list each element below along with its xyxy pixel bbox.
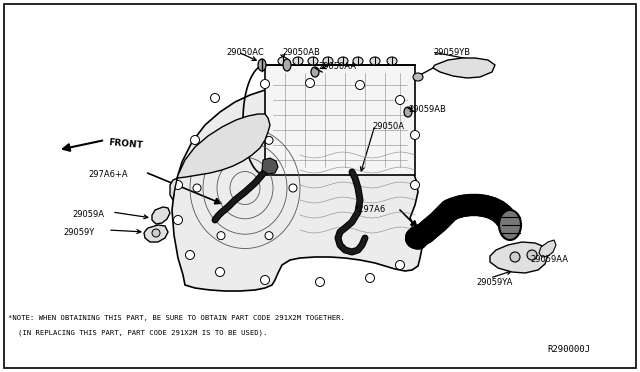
Ellipse shape bbox=[510, 252, 520, 262]
Ellipse shape bbox=[260, 80, 269, 89]
Text: 29050AA: 29050AA bbox=[318, 62, 356, 71]
Ellipse shape bbox=[293, 57, 303, 65]
Text: FRONT: FRONT bbox=[108, 138, 143, 150]
Ellipse shape bbox=[410, 131, 419, 140]
Ellipse shape bbox=[365, 273, 374, 282]
Ellipse shape bbox=[260, 276, 269, 285]
Ellipse shape bbox=[338, 57, 348, 65]
Text: 29050AB: 29050AB bbox=[282, 48, 320, 57]
Text: 29059YA: 29059YA bbox=[476, 278, 513, 287]
Ellipse shape bbox=[316, 278, 324, 286]
Ellipse shape bbox=[311, 67, 319, 77]
Ellipse shape bbox=[191, 135, 200, 144]
Text: 297A6+A: 297A6+A bbox=[88, 170, 127, 179]
Polygon shape bbox=[265, 65, 415, 175]
Polygon shape bbox=[172, 84, 422, 291]
Polygon shape bbox=[539, 240, 556, 257]
Ellipse shape bbox=[152, 229, 160, 237]
Text: 29059A: 29059A bbox=[72, 210, 104, 219]
Text: 29050AC: 29050AC bbox=[226, 48, 264, 57]
Text: 29059YB: 29059YB bbox=[433, 48, 470, 57]
Text: R290000J: R290000J bbox=[547, 345, 590, 354]
Polygon shape bbox=[170, 114, 270, 200]
Ellipse shape bbox=[278, 57, 288, 65]
Text: 29050A: 29050A bbox=[372, 122, 404, 131]
Ellipse shape bbox=[353, 57, 363, 65]
Polygon shape bbox=[152, 207, 170, 224]
Ellipse shape bbox=[305, 78, 314, 87]
Ellipse shape bbox=[387, 57, 397, 65]
Text: *297A6: *297A6 bbox=[355, 205, 387, 214]
Ellipse shape bbox=[355, 80, 365, 90]
Text: (IN REPLACING THIS PART, PART CODE 291X2M IS TO BE USED).: (IN REPLACING THIS PART, PART CODE 291X2… bbox=[18, 329, 268, 336]
Ellipse shape bbox=[193, 184, 201, 192]
Ellipse shape bbox=[216, 267, 225, 276]
Ellipse shape bbox=[289, 184, 297, 192]
Ellipse shape bbox=[173, 180, 182, 189]
Ellipse shape bbox=[410, 180, 419, 189]
Ellipse shape bbox=[396, 96, 404, 105]
Ellipse shape bbox=[370, 57, 380, 65]
Ellipse shape bbox=[410, 225, 419, 234]
Ellipse shape bbox=[527, 250, 537, 260]
Ellipse shape bbox=[265, 232, 273, 240]
Polygon shape bbox=[433, 58, 495, 78]
Ellipse shape bbox=[211, 93, 220, 103]
Ellipse shape bbox=[173, 215, 182, 224]
Text: 29059Y: 29059Y bbox=[63, 228, 94, 237]
Ellipse shape bbox=[217, 232, 225, 240]
Ellipse shape bbox=[396, 260, 404, 269]
Text: *NOTE: WHEN OBTAINING THIS PART, BE SURE TO OBTAIN PART CODE 291X2M TOGETHER.: *NOTE: WHEN OBTAINING THIS PART, BE SURE… bbox=[8, 315, 345, 321]
Polygon shape bbox=[490, 242, 548, 273]
Ellipse shape bbox=[404, 107, 412, 117]
Ellipse shape bbox=[413, 73, 423, 81]
Ellipse shape bbox=[265, 137, 273, 144]
Polygon shape bbox=[262, 158, 278, 174]
Text: 29059AA: 29059AA bbox=[530, 255, 568, 264]
Polygon shape bbox=[144, 225, 168, 242]
Text: 29059AB: 29059AB bbox=[408, 105, 446, 114]
Ellipse shape bbox=[217, 137, 225, 144]
Ellipse shape bbox=[258, 59, 266, 71]
Ellipse shape bbox=[499, 210, 521, 240]
Ellipse shape bbox=[283, 59, 291, 71]
Ellipse shape bbox=[186, 250, 195, 260]
Ellipse shape bbox=[323, 57, 333, 65]
Ellipse shape bbox=[408, 227, 428, 249]
Ellipse shape bbox=[308, 57, 318, 65]
